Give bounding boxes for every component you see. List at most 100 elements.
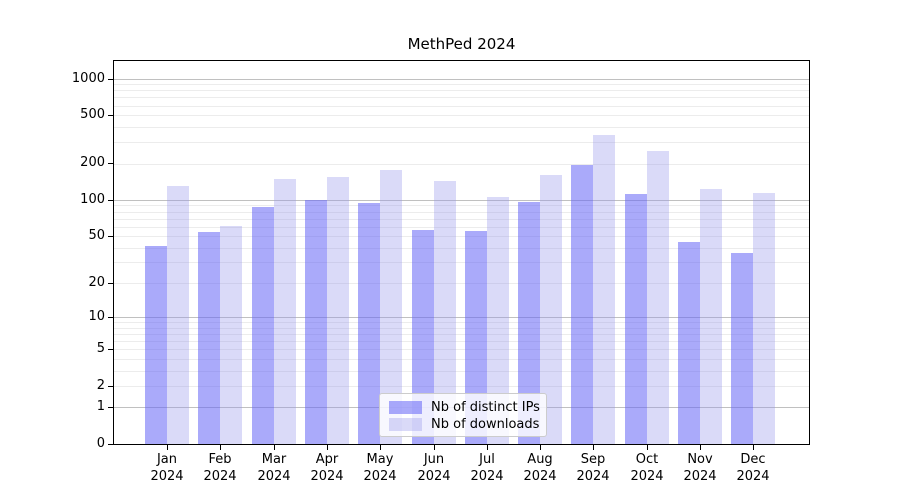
bar-ips-feb: [198, 232, 221, 444]
bar-ips-jun: [411, 230, 434, 444]
major-gridline-100: [114, 199, 809, 201]
bar-downloads-nov: [700, 189, 722, 444]
bar-downloads-sep: [593, 134, 616, 444]
y-tick-label-50: 50: [88, 228, 105, 243]
x-tick-mark-jun: [434, 445, 435, 450]
y-tick-mark-1: [108, 407, 113, 408]
x-tick-mark-jan: [167, 445, 168, 450]
x-tick-label-line: 2024: [203, 469, 237, 484]
x-tick-label-line: Oct: [635, 452, 659, 467]
minor-gridline-700: [114, 97, 809, 99]
y-tick-mark-500: [108, 115, 113, 116]
major-gridline-10: [114, 317, 809, 319]
x-tick-label-line: Jul: [479, 452, 495, 467]
minor-gridline-9: [114, 322, 809, 324]
bar-downloads-jul: [486, 197, 509, 444]
x-tick-label-line: Jun: [423, 452, 445, 467]
legend-item-distinct-ips: Nb of distinct IPs: [389, 399, 546, 416]
y-tick-mark-5: [108, 349, 113, 350]
x-tick-mark-mar: [274, 445, 275, 450]
chart-title: MethPed 2024: [407, 35, 516, 53]
y-tick-label-1: 1: [96, 399, 105, 414]
y-tick-mark-0: [108, 444, 113, 445]
bar-ips-sep: [571, 164, 594, 444]
y-tick-label-10: 10: [88, 309, 105, 324]
x-tick-mark-oct: [647, 445, 648, 450]
x-tick-label-line: Feb: [208, 452, 232, 467]
minor-gridline-2: [114, 385, 809, 387]
bar-downloads-dec: [753, 192, 776, 444]
x-tick-mark-feb: [220, 445, 221, 450]
bar-ips-mar: [251, 206, 274, 444]
x-tick-label-line: Jan: [156, 452, 178, 467]
x-tick-label-line: 2024: [630, 469, 664, 484]
bar-downloads-aug: [540, 175, 563, 444]
y-tick-mark-10: [108, 317, 113, 318]
minor-gridline-50: [114, 236, 809, 237]
minor-gridline-8: [114, 327, 809, 329]
minor-gridline-30: [114, 262, 809, 264]
minor-gridline-900: [114, 84, 809, 86]
x-tick-label-oct: Oct 2024: [607, 451, 687, 485]
x-tick-label-jun: Jun 2024: [394, 451, 474, 485]
bar-downloads-apr: [326, 177, 349, 444]
minor-gridline-90: [114, 205, 809, 207]
y-tick-label-1000: 1000: [71, 71, 105, 86]
x-tick-label-line: 2024: [257, 469, 291, 484]
bar-ips-apr: [304, 199, 327, 444]
y-tick-mark-2: [108, 386, 113, 387]
legend-label-ips: Nb of distinct IPs: [431, 399, 540, 415]
bar-ips-oct: [624, 194, 647, 444]
x-tick-mark-nov: [700, 445, 701, 450]
legend-swatch-downloads: [389, 418, 422, 431]
bar-ips-may: [358, 203, 381, 444]
legend-swatch-ips: [389, 401, 422, 414]
bar-ips-nov: [678, 241, 700, 444]
bar-ips-dec: [731, 253, 754, 444]
x-tick-label-line: 2024: [417, 469, 451, 484]
minor-gridline-60: [114, 226, 809, 228]
minor-gridline-200: [114, 163, 809, 165]
legend-item-downloads: Nb of downloads: [389, 416, 546, 433]
minor-gridline-3: [114, 370, 809, 372]
minor-gridline-5: [114, 349, 809, 351]
bar-downloads-may: [380, 169, 403, 444]
x-tick-label-mar: Mar 2024: [234, 451, 314, 485]
plot-area: Nb of distinct IPs Nb of downloads: [113, 60, 810, 445]
x-tick-label-line: 2024: [523, 469, 557, 484]
minor-gridline-20: [114, 283, 809, 284]
y-tick-label-0: 0: [96, 436, 105, 451]
minor-gridline-6: [114, 341, 809, 343]
x-tick-label-line: 2024: [363, 469, 397, 484]
bar-downloads-feb: [220, 225, 243, 444]
x-tick-label-line: Aug: [527, 452, 553, 467]
x-tick-label-dec: Dec 2024: [713, 451, 793, 485]
x-tick-label-line: May: [366, 452, 394, 467]
minor-gridline-500: [114, 115, 809, 117]
bar-downloads-jan: [167, 185, 189, 444]
minor-gridline-4: [114, 358, 809, 360]
x-tick-mark-apr: [327, 445, 328, 450]
x-tick-label-line: 2024: [470, 469, 504, 484]
bar-ips-jul: [464, 231, 487, 444]
bar-ips-aug: [518, 202, 541, 444]
y-tick-label-2: 2: [96, 378, 105, 393]
bar-downloads-jun: [433, 181, 456, 444]
x-tick-label-jul: Jul 2024: [447, 451, 527, 485]
y-tick-mark-200: [108, 163, 113, 164]
x-tick-mark-jul: [487, 445, 488, 450]
bar-downloads-oct: [646, 151, 669, 444]
minor-gridline-800: [114, 90, 809, 92]
y-tick-label-200: 200: [80, 155, 105, 170]
x-tick-label-line: 2024: [736, 469, 770, 484]
y-tick-label-500: 500: [80, 107, 105, 122]
x-tick-label-may: May 2024: [340, 451, 420, 485]
y-tick-label-100: 100: [80, 192, 105, 207]
x-tick-mark-dec: [753, 445, 754, 450]
x-tick-label-aug: Aug 2024: [500, 451, 580, 485]
x-tick-mark-may: [380, 445, 381, 450]
minor-gridline-400: [114, 126, 809, 128]
minor-gridline-70: [114, 218, 809, 220]
legend: Nb of distinct IPs Nb of downloads: [379, 393, 547, 437]
